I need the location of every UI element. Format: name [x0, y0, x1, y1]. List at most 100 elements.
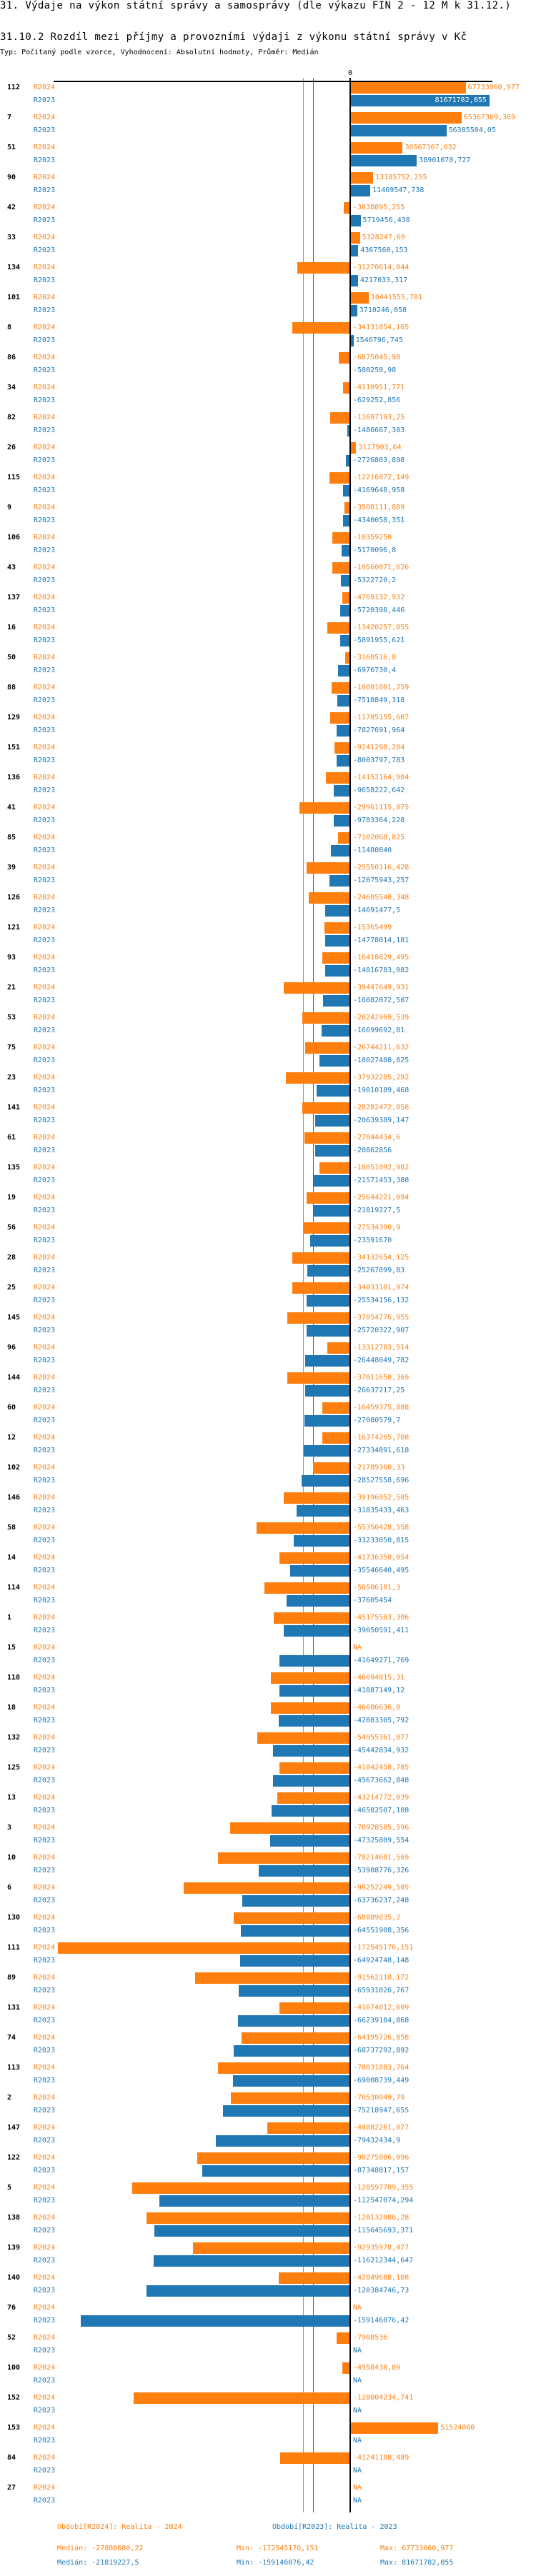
series-label-r2024: R2024 [34, 804, 56, 812]
bar-r2023 [269, 1835, 350, 1847]
series-label-r2023: R2023 [34, 1387, 56, 1394]
value-label: NA [353, 2497, 362, 2505]
value-label: -39050591,411 [353, 1627, 410, 1634]
value-label: -10359250 [353, 534, 392, 541]
bar-r2024 [279, 2002, 350, 2014]
value-label: -6875045,98 [353, 354, 401, 361]
value-label: -116212344,647 [353, 2257, 414, 2265]
value-label: 56385504,05 [448, 126, 496, 134]
value-label: -66239184,868 [353, 2017, 410, 2025]
category-label: 7 [7, 114, 12, 121]
category-label: 111 [7, 1944, 21, 1952]
bar-r2024 [304, 1132, 350, 1144]
value-label: -580250,98 [353, 366, 397, 374]
chart-type-info: Typ: Počítaný podle vzorce, Vyhodnocení:… [0, 49, 319, 56]
value-label: -91562110,172 [353, 1974, 410, 1982]
value-label: -172545176,151 [353, 1944, 414, 1952]
series-label-r2024: R2024 [34, 2034, 56, 2042]
value-label: -12216872,149 [353, 474, 410, 481]
bar-r2024 [313, 1462, 350, 1474]
series-label-r2024: R2024 [34, 414, 56, 421]
category-label: 41 [7, 804, 16, 812]
value-label: -1486667,303 [353, 426, 405, 434]
legend-r2024: Období[R2024]: Realita - 2024 [57, 2523, 182, 2531]
bar-r2023 [322, 1025, 350, 1037]
value-label: 81671782,055 [435, 96, 487, 104]
value-label: -92935978,477 [353, 2244, 410, 2252]
category-label: 19 [7, 1194, 16, 1202]
series-label-r2024: R2024 [34, 1434, 56, 1442]
value-label: NA [353, 2484, 362, 2492]
bar-r2024 [342, 2362, 350, 2374]
bar-r2023 [324, 935, 350, 947]
bar-r2024 [343, 202, 350, 214]
category-label: 101 [7, 294, 21, 301]
value-label: -64924748,148 [353, 1957, 410, 1965]
value-label: -14778014,181 [353, 937, 410, 944]
series-label-r2024: R2024 [34, 2274, 56, 2282]
series-label-r2024: R2024 [34, 1014, 56, 1022]
value-label: -54955361,877 [353, 1734, 410, 1742]
bar-r2023 [341, 575, 350, 586]
bar-r2023 [347, 425, 350, 436]
value-label: -7102068,825 [353, 834, 405, 842]
series-label-r2023: R2023 [34, 937, 56, 944]
value-label: NA [353, 2467, 362, 2475]
value-label: -25720322,907 [353, 1327, 410, 1334]
bar-r2024 [319, 1162, 350, 1174]
bar-r2024 [307, 862, 350, 874]
bar-r2023 [294, 1535, 350, 1547]
series-label-r2023: R2023 [34, 1537, 56, 1544]
bar-r2024 [324, 922, 350, 934]
category-label: 125 [7, 1764, 21, 1772]
category-label: 136 [7, 774, 21, 782]
series-label-r2023: R2023 [34, 2317, 56, 2325]
value-label: -15365499 [353, 924, 392, 932]
series-label-r2024: R2024 [34, 1614, 56, 1622]
value-label: -41842458,785 [353, 1764, 410, 1772]
bar-r2023 [304, 1445, 350, 1457]
value-label: -37605454 [353, 1597, 392, 1604]
bar-r2023 [238, 1985, 350, 1997]
series-label-r2023: R2023 [34, 546, 56, 554]
series-label-r2024: R2024 [34, 2484, 56, 2492]
value-label: -10801001,259 [353, 684, 410, 692]
bar-r2023 [302, 1475, 350, 1487]
category-label: 113 [7, 2064, 21, 2072]
bar-r2024 [329, 472, 350, 484]
series-label-r2023: R2023 [34, 1447, 56, 1454]
series-label-r2024: R2024 [34, 2244, 56, 2252]
value-label: 3117903,64 [358, 444, 402, 451]
value-label: NA [353, 2437, 362, 2445]
bar-r2024 [230, 2092, 350, 2104]
value-label: -18051092,982 [353, 1164, 410, 1172]
series-label-r2023: R2023 [34, 336, 56, 344]
category-label: 39 [7, 864, 16, 872]
value-label: -68889835,2 [353, 1914, 401, 1922]
bar-r2023 [80, 2315, 350, 2327]
series-label-r2024: R2024 [34, 1374, 56, 1382]
category-label: 152 [7, 2394, 21, 2402]
bar-r2024 [351, 142, 403, 154]
bar-r2023 [153, 2255, 350, 2267]
series-label-r2024: R2024 [34, 864, 56, 872]
bar-r2024 [337, 2332, 350, 2344]
series-label-r2024: R2024 [34, 84, 56, 91]
series-label-r2024: R2024 [34, 1404, 56, 1412]
value-label: -41736350,054 [353, 1554, 410, 1562]
value-label: NA [353, 1644, 362, 1652]
series-label-r2023: R2023 [34, 1837, 56, 1844]
bar-r2023 [329, 875, 350, 887]
series-label-r2023: R2023 [34, 997, 56, 1004]
bar-r2023 [240, 1955, 350, 1967]
bar-r2024 [338, 832, 350, 844]
series-label-r2023: R2023 [34, 967, 56, 974]
bar-r2024 [307, 1192, 350, 1204]
series-label-r2024: R2024 [34, 1584, 56, 1592]
series-label-r2023: R2023 [34, 1417, 56, 1424]
category-label: 100 [7, 2364, 21, 2372]
series-label-r2023: R2023 [34, 1267, 56, 1274]
value-label: -87348817,157 [353, 2167, 410, 2175]
series-label-r2023: R2023 [34, 1567, 56, 1574]
value-label: -7518849,318 [353, 697, 405, 704]
